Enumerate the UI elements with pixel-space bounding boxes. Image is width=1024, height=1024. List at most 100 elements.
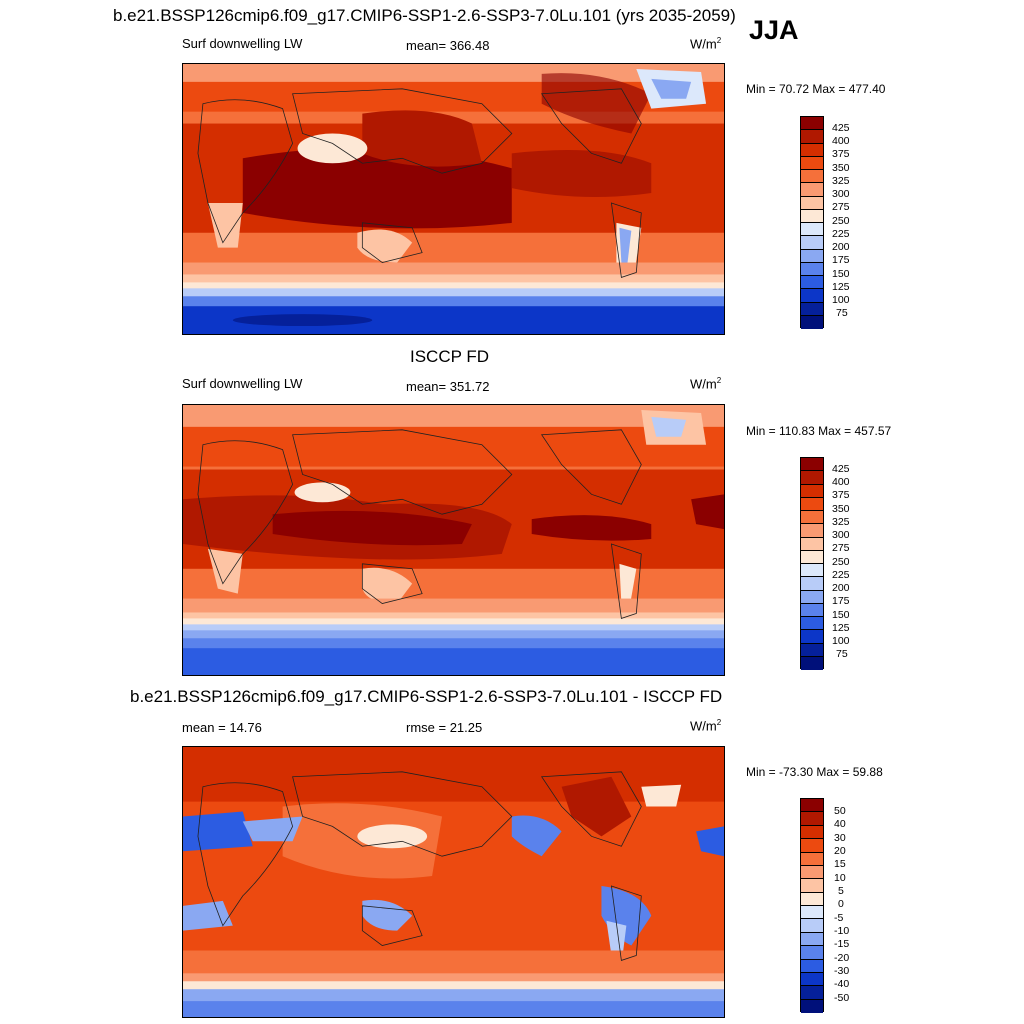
colorbar-tick-label: 40 (834, 818, 846, 830)
colorbar-tick-label: 125 (832, 622, 850, 634)
colorbar-swatch (801, 196, 823, 210)
panel1-map-field (183, 64, 724, 334)
colorbar-tick-label: 75 (836, 648, 848, 660)
panel3-units: W/m2 (690, 718, 722, 734)
colorbar-swatch (801, 959, 823, 973)
colorbar-swatch (801, 932, 823, 947)
panel3-colorbar (800, 798, 824, 1013)
colorbar-tick-label: 350 (832, 503, 850, 515)
colorbar-swatch (801, 209, 823, 223)
colorbar-swatch (801, 630, 823, 644)
colorbar-swatch (801, 799, 823, 813)
panel1-title: b.e21.BSSP126cmip6.f09_g17.CMIP6-SSP1-2.… (113, 6, 736, 25)
colorbar-tick-label: 425 (832, 122, 850, 134)
panel2-minmax: Min = 110.83 Max = 457.57 (746, 424, 892, 438)
colorbar-swatch (801, 972, 823, 987)
panel3-mean-label: mean = 14.76 (182, 720, 262, 735)
colorbar-tick-label: 150 (832, 268, 850, 280)
colorbar-tick-label: 15 (834, 858, 846, 870)
colorbar-swatch (801, 643, 823, 657)
colorbar-tick-label: 200 (832, 241, 850, 253)
colorbar-tick-label: 50 (834, 805, 846, 817)
colorbar-swatch (801, 170, 823, 184)
colorbar-swatch (801, 276, 823, 290)
colorbar-swatch (801, 946, 823, 960)
colorbar-tick-label: 350 (832, 162, 850, 174)
panel1-variable-label: Surf downwelling LW (182, 36, 303, 51)
colorbar-swatch (801, 117, 823, 131)
colorbar-tick-label: -30 (834, 965, 850, 977)
panel2-variable-label: Surf downwelling LW (182, 376, 303, 391)
colorbar-swatch (801, 484, 823, 498)
colorbar-swatch (801, 617, 823, 631)
panel2-map (182, 404, 725, 676)
colorbar-tick-label: 10 (834, 872, 846, 884)
panel2-title: ISCCP FD (410, 347, 490, 366)
colorbar-swatch (801, 262, 823, 276)
colorbar-tick-label: -15 (834, 938, 850, 950)
colorbar-swatch (801, 249, 823, 263)
panel1-colorbar (800, 116, 824, 329)
colorbar-tick-label: 125 (832, 281, 850, 293)
colorbar-swatch (801, 315, 823, 329)
colorbar-tick-label: 75 (836, 307, 848, 319)
colorbar-tick-label: 400 (832, 135, 850, 147)
colorbar-tick-label: 325 (832, 175, 850, 187)
colorbar-tick-label: 0 (838, 898, 844, 910)
panel2-units: W/m2 (690, 376, 722, 392)
colorbar-tick-label: 175 (832, 595, 850, 607)
colorbar-tick-label: 5 (838, 885, 844, 897)
colorbar-swatch (801, 590, 823, 604)
colorbar-swatch (801, 812, 823, 826)
colorbar-swatch (801, 999, 823, 1013)
colorbar-tick-label: 100 (832, 635, 850, 647)
colorbar-swatch (801, 577, 823, 591)
panel3-map-field (183, 747, 724, 1017)
colorbar-tick-label: 225 (832, 569, 850, 581)
colorbar-swatch (801, 143, 823, 157)
panel2-map-field (183, 405, 724, 675)
colorbar-tick-label: -20 (834, 952, 850, 964)
panel3-rmse-label: rmse = 21.25 (406, 720, 483, 735)
colorbar-swatch (801, 656, 823, 670)
colorbar-swatch (801, 236, 823, 250)
colorbar-tick-label: 30 (834, 832, 846, 844)
panel1-minmax: Min = 70.72 Max = 477.40 (746, 82, 886, 96)
colorbar-swatch (801, 919, 823, 933)
panel3-map (182, 746, 725, 1018)
colorbar-swatch (801, 223, 823, 237)
colorbar-tick-label: -50 (834, 992, 850, 1004)
panel3-title: b.e21.BSSP126cmip6.f09_g17.CMIP6-SSP1-2.… (130, 687, 723, 706)
colorbar-swatch (801, 497, 823, 511)
colorbar-tick-label: 250 (832, 556, 850, 568)
colorbar-tick-label: 300 (832, 188, 850, 200)
colorbar-tick-label: 275 (832, 542, 850, 554)
colorbar-tick-label: 325 (832, 516, 850, 528)
colorbar-swatch (801, 524, 823, 538)
colorbar-swatch (801, 906, 823, 920)
colorbar-swatch (801, 511, 823, 525)
colorbar-swatch (801, 825, 823, 840)
colorbar-swatch (801, 564, 823, 578)
colorbar-swatch (801, 865, 823, 880)
season-label: JJA (749, 15, 799, 45)
colorbar-swatch (801, 986, 823, 1000)
colorbar-tick-label: 150 (832, 609, 850, 621)
colorbar-tick-label: 400 (832, 476, 850, 488)
colorbar-tick-label: 200 (832, 582, 850, 594)
colorbar-swatch (801, 458, 823, 472)
colorbar-tick-label: -40 (834, 978, 850, 990)
colorbar-tick-label: 375 (832, 489, 850, 501)
panel1-mean-label: mean= 366.48 (406, 38, 490, 53)
colorbar-swatch (801, 302, 823, 316)
colorbar-tick-label: 100 (832, 294, 850, 306)
colorbar-swatch (801, 550, 823, 564)
colorbar-tick-label: 275 (832, 201, 850, 213)
colorbar-tick-label: 225 (832, 228, 850, 240)
colorbar-tick-label: 20 (834, 845, 846, 857)
panel2-mean-label: mean= 351.72 (406, 379, 490, 394)
colorbar-swatch (801, 892, 823, 906)
colorbar-swatch (801, 130, 823, 144)
colorbar-tick-label: 375 (832, 148, 850, 160)
colorbar-swatch (801, 839, 823, 853)
